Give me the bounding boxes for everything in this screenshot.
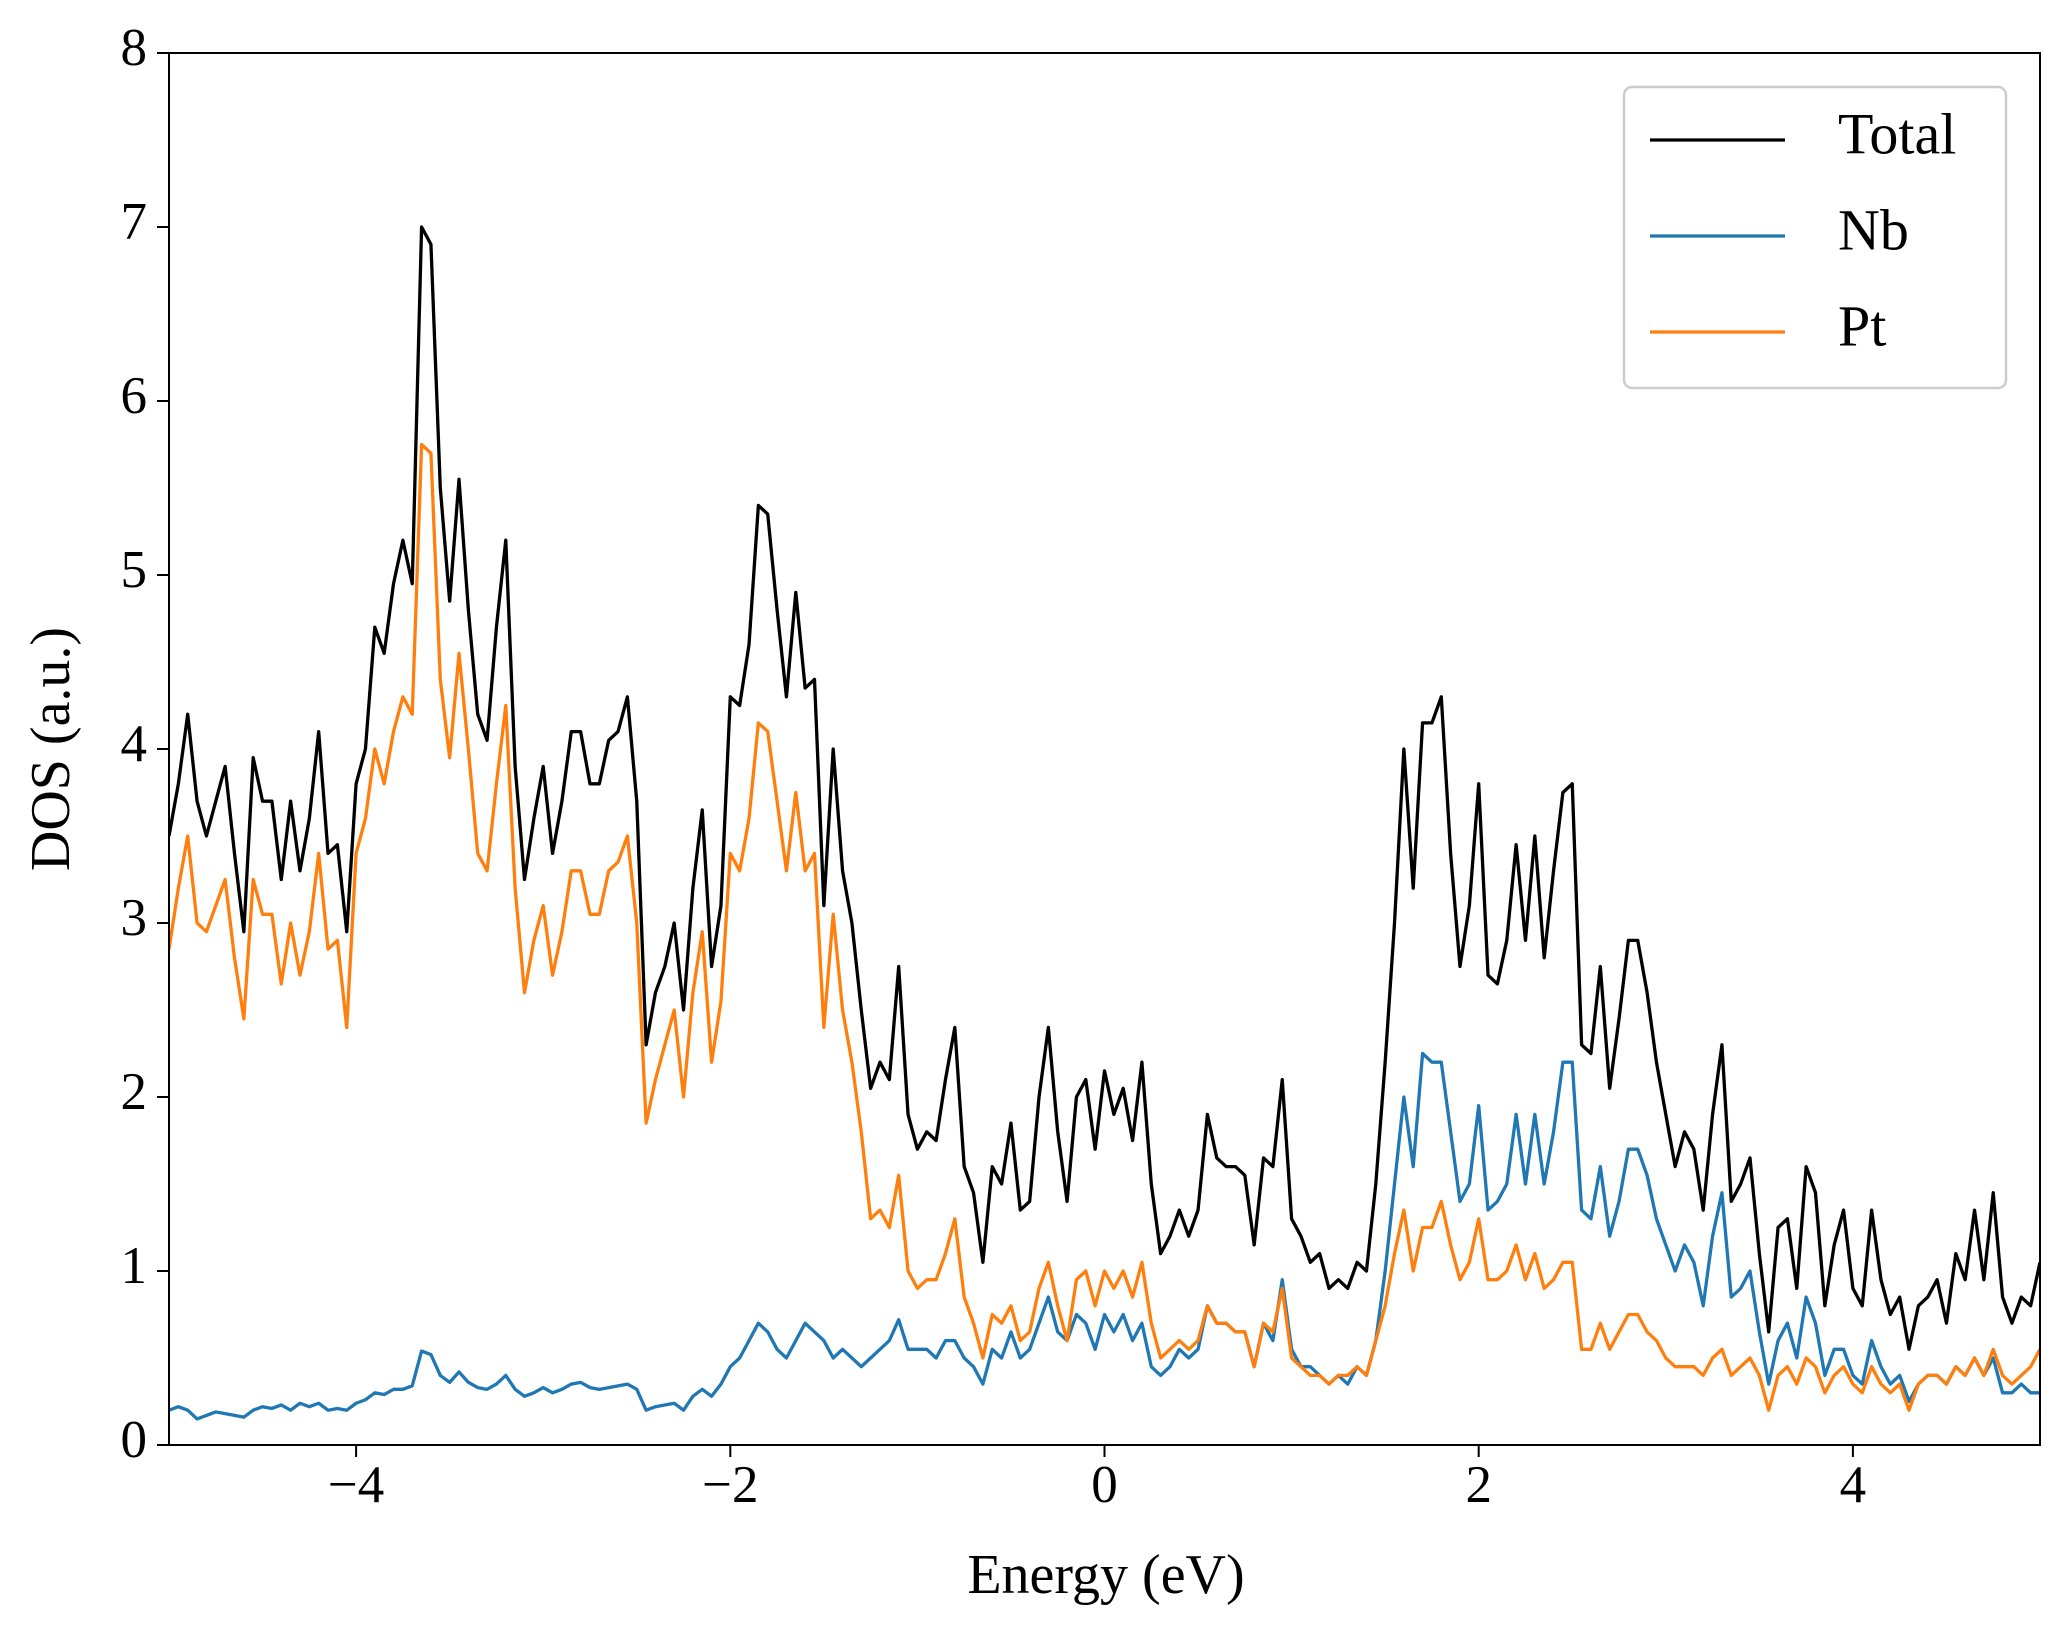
y-tick-label: 1 <box>121 1237 148 1295</box>
x-tick-label: 0 <box>1091 1456 1118 1514</box>
legend-label: Total <box>1838 101 1956 166</box>
line-series <box>169 442 2040 1412</box>
x-tick-label: 2 <box>1465 1456 1492 1514</box>
x-tick-label: −4 <box>328 1456 384 1514</box>
y-tick-label: 0 <box>121 1411 148 1469</box>
line-series <box>169 1051 2040 1421</box>
y-axis-label: DOS (a.u.) <box>20 627 82 871</box>
y-tick-label: 8 <box>121 19 148 77</box>
y-tick-label: 7 <box>121 193 148 251</box>
x-tick-label: −2 <box>702 1456 758 1514</box>
y-tick-label: 2 <box>121 1063 148 1121</box>
y-tick-label: 4 <box>121 715 148 773</box>
y-tick-label: 5 <box>121 541 148 599</box>
line-series <box>169 225 2040 1351</box>
y-tick-label: 6 <box>121 367 148 425</box>
x-axis-label: Energy (eV) <box>967 1544 1244 1606</box>
x-tick-label: 4 <box>1840 1456 1867 1514</box>
legend-label: Pt <box>1838 293 1886 358</box>
legend-label: Nb <box>1838 197 1909 262</box>
y-tick-label: 3 <box>121 889 148 947</box>
legend-box <box>1622 85 2008 390</box>
